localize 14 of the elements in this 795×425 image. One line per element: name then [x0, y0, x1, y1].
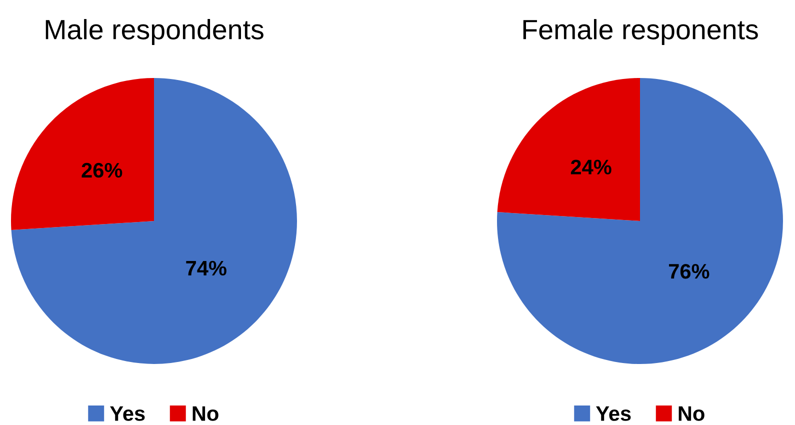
- legend-label: Yes: [596, 406, 631, 421]
- data-label: 74%: [186, 260, 226, 276]
- legend-label: No: [192, 406, 218, 421]
- legend-label: No: [678, 406, 704, 421]
- chart-title: Female responents: [523, 19, 758, 45]
- chart-title: Male respondents: [46, 19, 264, 45]
- data-label: 76%: [668, 264, 710, 279]
- pie-slice: [11, 78, 297, 364]
- data-label: 26%: [82, 162, 122, 178]
- pie-slice: [497, 78, 783, 364]
- data-label: 24%: [570, 160, 612, 174]
- legend-label: Yes: [110, 406, 145, 421]
- pie-slice: [11, 78, 154, 230]
- pie-slice: [497, 78, 640, 221]
